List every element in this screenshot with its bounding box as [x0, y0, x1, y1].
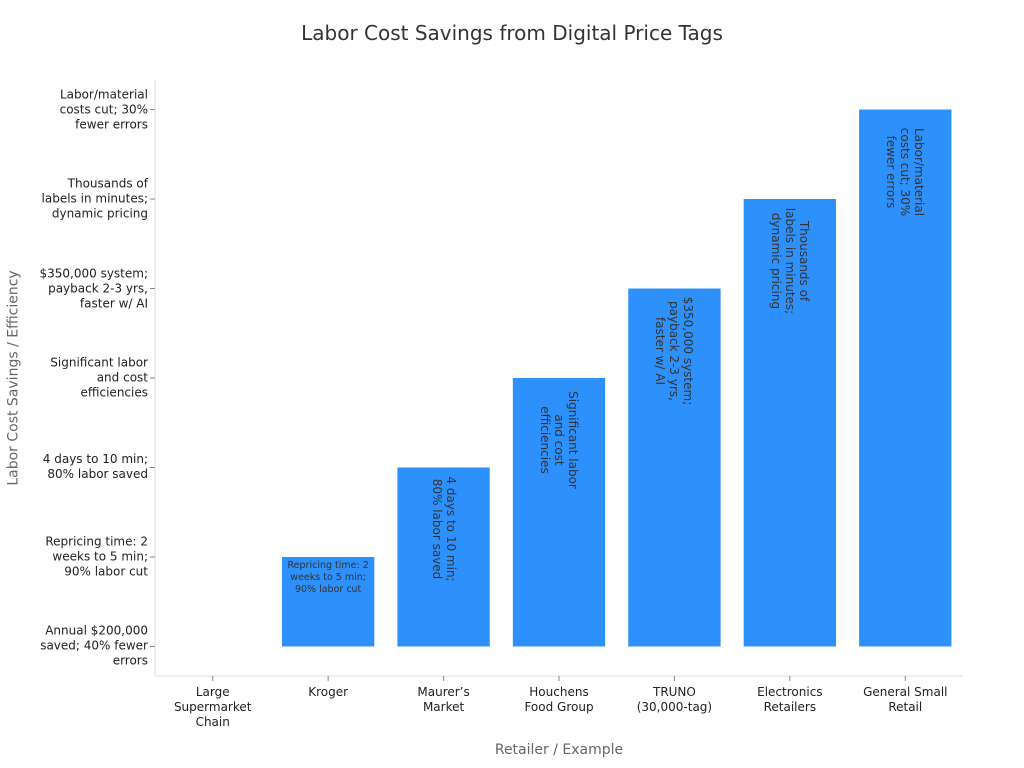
bar	[397, 467, 490, 647]
y-tick-label: $350,000 system; payback 2-3 yrs, faster…	[39, 266, 149, 310]
bar	[628, 288, 721, 647]
x-tick-label: General Small Retail	[863, 685, 948, 714]
chart-title: Labor Cost Savings from Digital Price Ta…	[301, 21, 723, 45]
y-tick-label: 4 days to 10 min; 80% labor saved	[42, 452, 148, 482]
y-tick-label: Labor/material costs cut; 30% fewer erro…	[59, 87, 148, 132]
x-axis-label: Retailer / Example	[494, 742, 624, 758]
bar	[512, 378, 606, 647]
bar	[859, 109, 952, 647]
y-tick-label: Annual $200,000 saved; 40% fewer errors	[40, 623, 148, 668]
data-label: $350,000 system; payback 2-3 yrs, faster…	[653, 296, 696, 405]
x-tick-label: Kroger	[308, 685, 349, 699]
y-tick-label: Repricing time: 2 weeks to 5 min; 90% la…	[45, 534, 148, 579]
x-tick-label: Large Supermarket Chain	[173, 685, 252, 729]
data-label: Repricing time: 2 weeks to 5 min; 90% la…	[287, 559, 369, 595]
data-label: 4 days to 10 min; 80% labor saved	[429, 476, 458, 583]
x-tick-label: Houchens Food Group	[524, 685, 594, 714]
x-tick-label: Maurer’s Market	[417, 685, 470, 714]
data-label: Thousands of labels in minutes; dynamic …	[768, 207, 811, 315]
bar	[281, 556, 375, 647]
data-label: Significant labor and cost efficiencies	[538, 391, 580, 489]
data-label: Labor/material costs cut; 30% fewer erro…	[884, 127, 927, 216]
bar	[743, 199, 837, 647]
x-tick-label: Electronics Retailers	[757, 685, 823, 714]
y-tick-label: Significant labor and cost efficiencies	[50, 355, 148, 400]
x-tick-label: TRUNO (30,000-tag)	[636, 685, 713, 714]
y-tick-label: Thousands of labels in minutes; dynamic …	[41, 176, 148, 221]
